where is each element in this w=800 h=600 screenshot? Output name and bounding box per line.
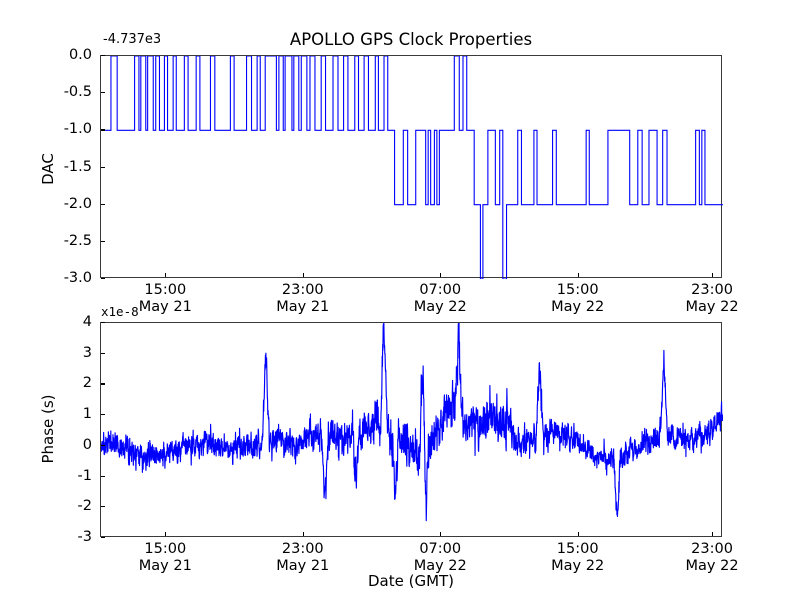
y-tick-mark — [101, 352, 105, 354]
dac-y-offset-text: -4.737e3 — [103, 32, 162, 47]
y-tick-label: -0.5 — [63, 84, 92, 101]
y-tick-mark — [101, 278, 105, 280]
x-tick-mark — [165, 532, 167, 536]
x-tick-mark — [165, 273, 167, 277]
x-tick-label: 15:00 May 22 — [551, 282, 605, 316]
y-tick-label: -3 — [77, 529, 92, 545]
x-tick-mark — [577, 273, 579, 277]
dac-plot-area[interactable] — [100, 55, 723, 279]
x-tick-label: 15:00 May 22 — [551, 541, 605, 575]
y-tick-label: -2.0 — [63, 195, 92, 212]
y-tick-label: 2 — [82, 375, 92, 392]
y-tick-mark — [101, 203, 105, 205]
x-tick-mark — [712, 532, 714, 536]
phase-plot-area[interactable] — [100, 322, 723, 537]
y-tick-label: -1.5 — [63, 158, 92, 175]
x-tick-label: 15:00 May 21 — [138, 282, 192, 316]
y-tick-label: 3 — [82, 344, 92, 361]
x-tick-label: 07:00 May 22 — [413, 541, 467, 575]
y-tick-label: -3.0 — [63, 270, 92, 286]
chart-title: APOLLO GPS Clock Properties — [289, 30, 533, 49]
y-tick-mark — [101, 444, 105, 447]
y-tick-label: -2 — [77, 498, 92, 515]
x-tick-label: 07:00 May 22 — [413, 282, 467, 316]
x-tick-label: 15:00 May 21 — [138, 541, 192, 575]
x-tick-mark — [577, 532, 579, 536]
y-tick-label: 1 — [82, 406, 92, 423]
y-tick-mark — [101, 322, 105, 324]
y-tick-label: -2.5 — [63, 232, 92, 249]
x-tick-mark — [302, 532, 304, 536]
y-tick-mark — [101, 475, 105, 477]
y-tick-label: 4 — [82, 314, 92, 330]
x-tick-mark — [440, 273, 442, 277]
x-tick-mark — [712, 273, 714, 277]
phase-series-line — [101, 323, 723, 522]
y-tick-label: -1.0 — [63, 121, 92, 138]
y-tick-mark — [101, 383, 105, 385]
x-tick-label: 23:00 May 21 — [276, 282, 330, 316]
x-tick-mark — [302, 273, 304, 277]
x-tick-label: 23:00 May 22 — [685, 282, 739, 316]
y-tick-mark — [101, 240, 105, 243]
phase-x-axis-label: Date (GMT) — [367, 572, 455, 590]
y-tick-mark — [101, 92, 105, 94]
y-tick-mark — [101, 55, 105, 57]
dac-series-line — [101, 56, 723, 279]
y-tick-mark — [101, 414, 105, 416]
y-tick-label: -1 — [77, 467, 92, 484]
y-tick-mark — [101, 166, 105, 168]
y-tick-label: 0.0 — [68, 47, 92, 63]
y-tick-mark — [101, 506, 105, 508]
phase-y-offset-text: x1e-8 — [101, 304, 139, 319]
y-tick-mark — [101, 537, 105, 539]
y-tick-label: 0 — [82, 436, 92, 453]
x-tick-mark — [440, 532, 442, 536]
x-tick-label: 23:00 May 21 — [276, 541, 330, 575]
y-tick-mark — [101, 129, 105, 131]
x-tick-label: 23:00 May 22 — [685, 541, 739, 575]
